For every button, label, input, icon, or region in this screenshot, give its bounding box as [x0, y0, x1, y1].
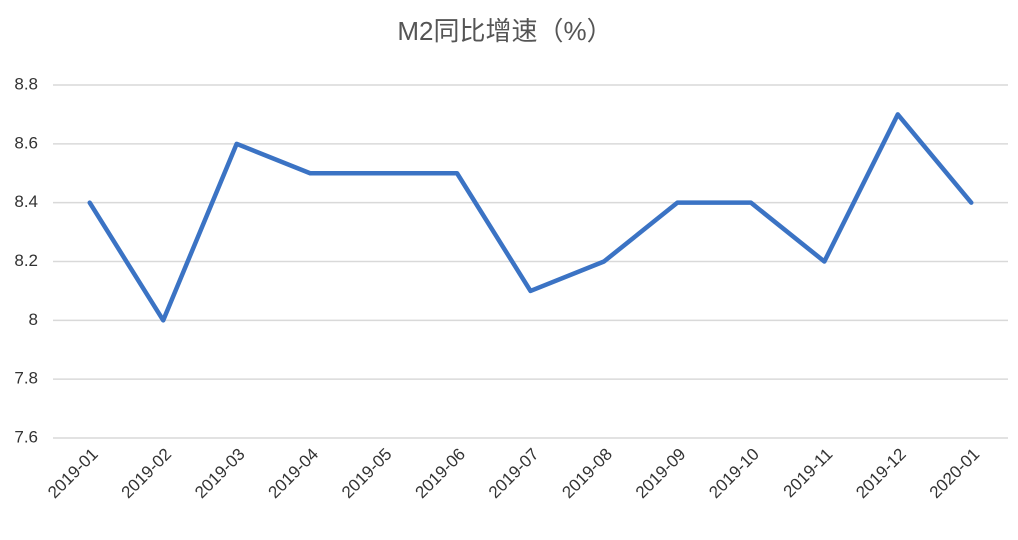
- x-tick-label: 2019-02: [118, 445, 176, 503]
- line-series: [87, 112, 974, 323]
- x-tick-label: 2019-01: [44, 445, 102, 503]
- x-tick-label: 2019-06: [411, 445, 469, 503]
- x-tick-label: 2019-03: [191, 445, 249, 503]
- x-tick-label: 2019-10: [705, 445, 763, 503]
- x-tick-label: 2019-05: [338, 445, 396, 503]
- y-tick-label: 8.4: [14, 192, 38, 211]
- y-tick-label: 8.8: [14, 74, 38, 93]
- x-tick-label: 2019-09: [632, 445, 690, 503]
- x-tick-label: 2019-07: [485, 445, 543, 503]
- y-tick-label: 8: [29, 310, 38, 329]
- y-tick-label: 7.8: [14, 369, 38, 388]
- x-tick-label: 2019-08: [558, 445, 616, 503]
- y-tick-label: 7.6: [14, 427, 38, 446]
- x-tick-label: 2019-11: [780, 445, 837, 502]
- x-tick-label: 2019-12: [852, 445, 910, 503]
- chart-title: M2同比增速（%）: [397, 16, 612, 46]
- y-tick-label: 8.6: [14, 133, 38, 152]
- x-tick-label: 2020-01: [926, 445, 984, 503]
- x-tick-label: 2019-04: [265, 445, 323, 503]
- y-tick-label: 8.2: [14, 251, 38, 270]
